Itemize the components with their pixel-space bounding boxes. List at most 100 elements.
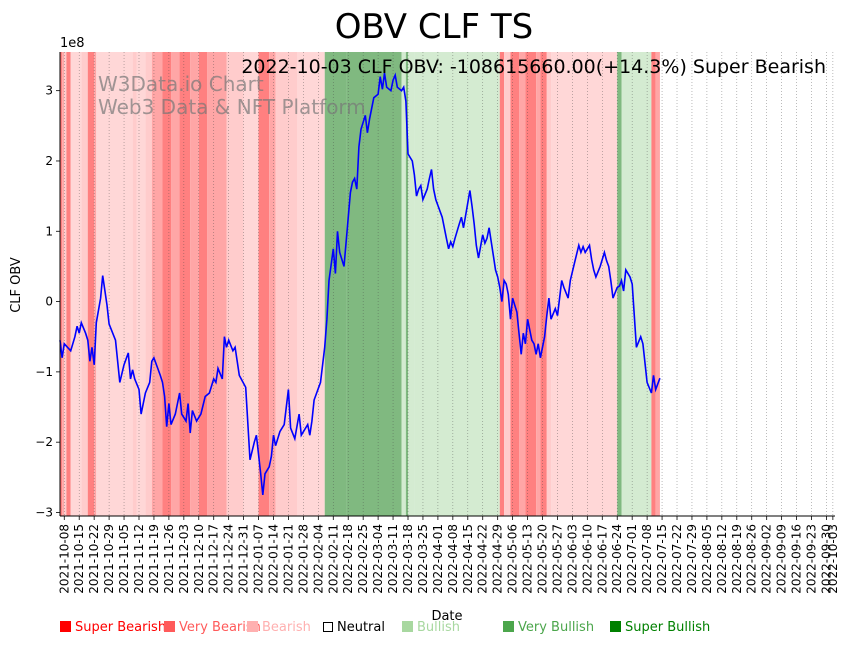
x-tick-label: 2021-12-03 <box>177 524 191 594</box>
legend-item: Bearish <box>247 620 311 636</box>
x-tick-label: 2022-10-03 <box>826 524 840 594</box>
x-tick-label: 2022-03-25 <box>416 524 430 594</box>
regime-band <box>136 52 146 516</box>
regime-band <box>546 52 552 516</box>
obv-annotation: 2022-10-03 CLF OBV: -108615660.00(+14.3%… <box>241 56 826 78</box>
x-tick-label: 2022-08-19 <box>730 524 744 594</box>
x-tick-label: 2022-01-21 <box>281 524 295 594</box>
x-tick-label: 2022-06-03 <box>565 524 579 594</box>
regime-band <box>408 52 415 516</box>
y-tick-label: −1 <box>35 365 53 379</box>
regime-band <box>536 52 541 516</box>
x-tick-label: 2021-12-10 <box>192 524 206 594</box>
regime-band <box>499 52 505 516</box>
x-tick-label: 2021-10-22 <box>87 524 101 594</box>
axes <box>59 52 835 517</box>
x-axis-label: Date <box>431 609 462 620</box>
regime-band <box>275 52 297 516</box>
x-tick-label: 2022-07-01 <box>625 524 639 594</box>
regime-band <box>132 52 137 516</box>
x-tick-label: 2022-07-08 <box>640 524 654 594</box>
x-tick-label: 2021-11-05 <box>117 524 131 594</box>
regime-band <box>66 52 71 516</box>
regime-band <box>540 52 547 516</box>
regime-band <box>401 52 406 516</box>
legend-swatch <box>610 621 621 632</box>
legend-swatch <box>164 621 175 632</box>
x-tick-label: 2022-09-02 <box>760 524 774 594</box>
x-tick-label: 2021-12-31 <box>237 524 251 594</box>
x-tick-label: 2022-02-25 <box>356 524 370 594</box>
x-tick-label: 2022-07-15 <box>655 524 669 594</box>
regime-band <box>226 52 244 516</box>
x-tick-label: 2022-01-28 <box>296 524 310 594</box>
x-tick-label: 2022-09-16 <box>790 524 804 594</box>
regime-band <box>64 52 67 516</box>
regime-legend: Super Bearish Very Bearish Bearish Neutral B… <box>0 620 854 640</box>
y-tick-label: −2 <box>35 435 53 449</box>
regime-band <box>171 52 180 516</box>
legend-swatch <box>247 621 258 632</box>
x-tick-label: 2022-05-27 <box>550 524 564 594</box>
y-axis-ticks: −3 −2 −1 0 1 2 3 <box>35 84 60 519</box>
regime-band <box>179 52 191 516</box>
x-tick-label: 2022-04-15 <box>461 524 475 594</box>
regime-band <box>207 52 227 516</box>
x-tick-label: 2022-09-30 <box>819 524 833 594</box>
x-tick-label: 2022-01-07 <box>252 524 266 594</box>
legend-swatch <box>323 622 333 632</box>
legend-label: Neutral <box>337 620 385 635</box>
legend-item: Neutral <box>323 620 385 636</box>
regime-band <box>414 52 500 516</box>
x-tick-label: 2022-02-18 <box>341 524 355 594</box>
legend-label: Very Bearish <box>179 620 261 635</box>
regime-band <box>243 52 259 516</box>
regime-band <box>81 52 88 516</box>
x-tick-label: 2021-10-08 <box>57 524 71 594</box>
legend-label: Super Bullish <box>625 620 711 635</box>
watermark-line: W3Data.io Chart <box>98 72 264 96</box>
legend-label: Very Bullish <box>518 620 595 635</box>
x-tick-label: 2022-03-11 <box>386 524 400 594</box>
regime-band <box>162 52 172 516</box>
legend-swatch <box>402 621 413 632</box>
regime-band <box>525 52 537 516</box>
x-tick-label: 2021-12-17 <box>207 524 221 594</box>
regime-band <box>190 52 199 516</box>
x-tick-label: 2021-11-19 <box>147 524 161 594</box>
y-tick-label: 1 <box>45 224 53 238</box>
x-axis-ticks: 2021-10-08 2021-10-15 2021-10-22 2021-10-29… <box>57 516 840 594</box>
x-tick-label: 2021-11-26 <box>162 524 176 594</box>
regime-band <box>145 52 152 516</box>
legend-item: Very Bullish <box>503 620 594 636</box>
x-tick-label: 2022-05-06 <box>506 524 520 594</box>
x-tick-label: 2022-09-23 <box>805 524 819 594</box>
legend-item: Very Bearish <box>164 620 261 636</box>
x-tick-label: 2022-06-17 <box>595 524 609 594</box>
x-tick-label: 2022-02-11 <box>326 524 340 594</box>
legend-item: Super Bearish <box>60 620 166 636</box>
x-tick-label: 2022-01-14 <box>266 524 280 594</box>
x-tick-label: 2022-02-04 <box>311 524 325 594</box>
legend-label: Bearish <box>262 620 311 635</box>
regime-band <box>269 52 276 516</box>
x-tick-label: 2021-10-15 <box>72 524 86 594</box>
y-tick-label: 3 <box>45 84 53 98</box>
y-axis-label: CLF OBV <box>9 257 24 313</box>
x-tick-label: 2022-08-26 <box>745 524 759 594</box>
regime-band <box>324 52 347 516</box>
date-grid <box>63 52 834 516</box>
regime-band <box>198 52 208 516</box>
regime-band <box>258 52 270 516</box>
legend-label: Super Bearish <box>75 620 167 635</box>
y-tick-label: −3 <box>35 505 53 519</box>
x-tick-label: 2022-06-10 <box>580 524 594 594</box>
x-tick-label: 2022-04-01 <box>431 524 445 594</box>
regime-band <box>510 52 520 516</box>
x-tick-label: 2022-08-05 <box>700 524 714 594</box>
regime-band <box>621 52 652 516</box>
x-tick-label: 2021-12-24 <box>222 524 236 594</box>
regime-band <box>87 52 95 516</box>
